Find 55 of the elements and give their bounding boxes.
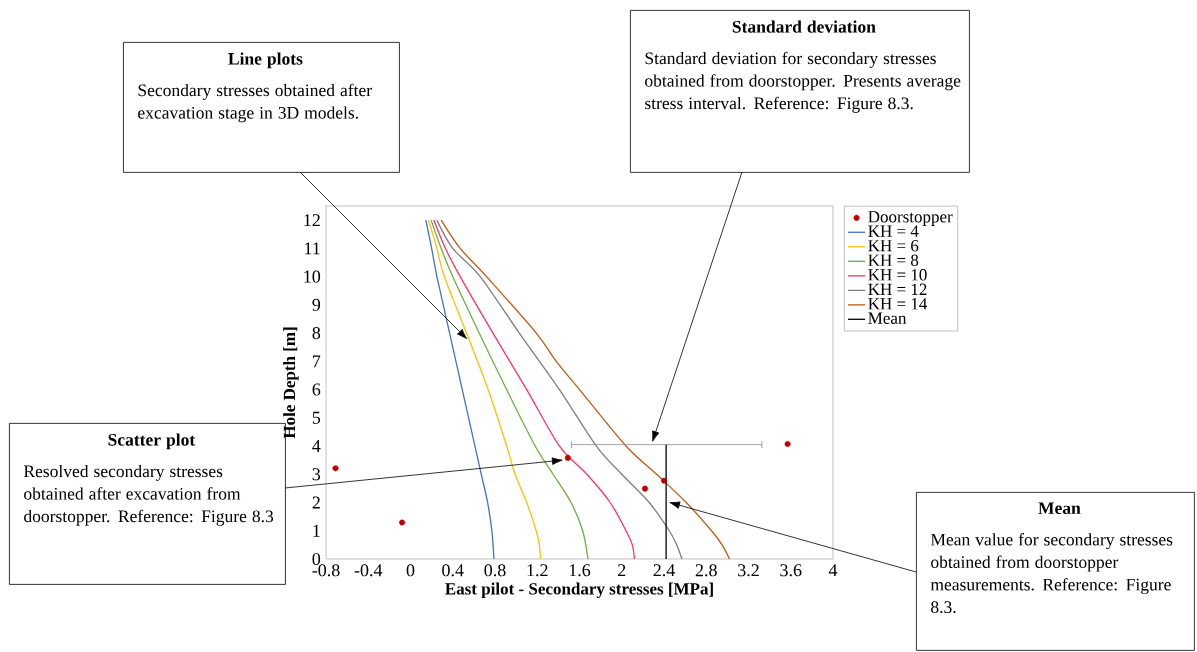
- legend-label: KH = 4: [868, 225, 919, 237]
- x-tick-label: 2.4: [653, 564, 675, 577]
- y-tick-label: 9: [312, 298, 321, 311]
- text: Resolved secondary stresses obtained after excavation from doorstopper. Reference: Figure 8.3: [23, 464, 274, 526]
- text: Line plots: [228, 52, 303, 69]
- y-tick-label: 1: [313, 524, 320, 537]
- line-series: [433, 219, 636, 560]
- x-tick-label: 2.8: [695, 564, 717, 577]
- text: Mean value for secondary stresses obtained from doorstopper measurements. Reference: Figure 8.3.: [930, 533, 1173, 614]
- legend-label: KH = 14: [868, 298, 928, 310]
- x-tick-label: 0.4: [442, 564, 464, 577]
- x-tick-label: 1.2: [527, 564, 548, 577]
- text: Secondary stresses obtained after excavation stage in 3D models.: [138, 83, 372, 123]
- line-series: [430, 219, 589, 560]
- x-tick-label: -0.4: [354, 564, 383, 577]
- y-tick-label: 12: [304, 214, 320, 227]
- point: [784, 441, 791, 448]
- point: [661, 477, 668, 484]
- y-tick-label: 8: [312, 327, 321, 340]
- y-tick-label: 6: [312, 383, 321, 396]
- legend-label: KH = 10: [868, 269, 927, 281]
- y-tick-label: 2: [312, 496, 320, 509]
- y-tick-label: 3: [312, 468, 321, 481]
- text: Standard deviation for secondary stresses obtained from doorstopper. Presents average stress interval. Reference: Figure 8.3.: [645, 51, 961, 113]
- y-tick-label: 4: [312, 440, 321, 452]
- point: [332, 465, 339, 472]
- y-axis-title: Hole Depth [m]: [283, 327, 299, 439]
- y-tick-label: 11: [305, 242, 320, 255]
- y-tick-label: 5: [312, 411, 321, 424]
- point: [399, 519, 406, 526]
- y-tick-label: 7: [313, 355, 321, 368]
- x-tick-label: 1.6: [569, 564, 591, 577]
- text: Mean: [1038, 502, 1081, 515]
- legend-label: KH = 8: [868, 254, 919, 266]
- x-tick-label: -0.8: [312, 564, 340, 577]
- point: [564, 454, 571, 461]
- y-tick-label: 10: [304, 270, 321, 283]
- text: Standard deviation: [732, 20, 876, 33]
- x-axis-title: East pilot - Secondary stresses [MPa]: [445, 582, 713, 599]
- legend-label: KH = 6: [868, 240, 919, 252]
- legend-label: Doorstopper: [868, 211, 953, 226]
- legend-label: KH = 12: [868, 283, 927, 295]
- text: Scatter plot: [108, 433, 196, 450]
- x-tick-label: 0: [406, 564, 415, 577]
- line-series: [440, 219, 731, 560]
- x-tick-label: 0.8: [484, 564, 506, 577]
- line-series: [436, 219, 683, 560]
- x-tick-label: 4: [828, 564, 838, 577]
- x-tick-label: 3.6: [780, 564, 802, 577]
- line-series: [427, 219, 542, 560]
- x-tick-label: 2: [618, 564, 626, 577]
- x-tick-label: 3.2: [738, 564, 759, 577]
- point: [641, 485, 648, 492]
- legend-label: Mean: [868, 312, 907, 324]
- line-series: [425, 219, 495, 560]
